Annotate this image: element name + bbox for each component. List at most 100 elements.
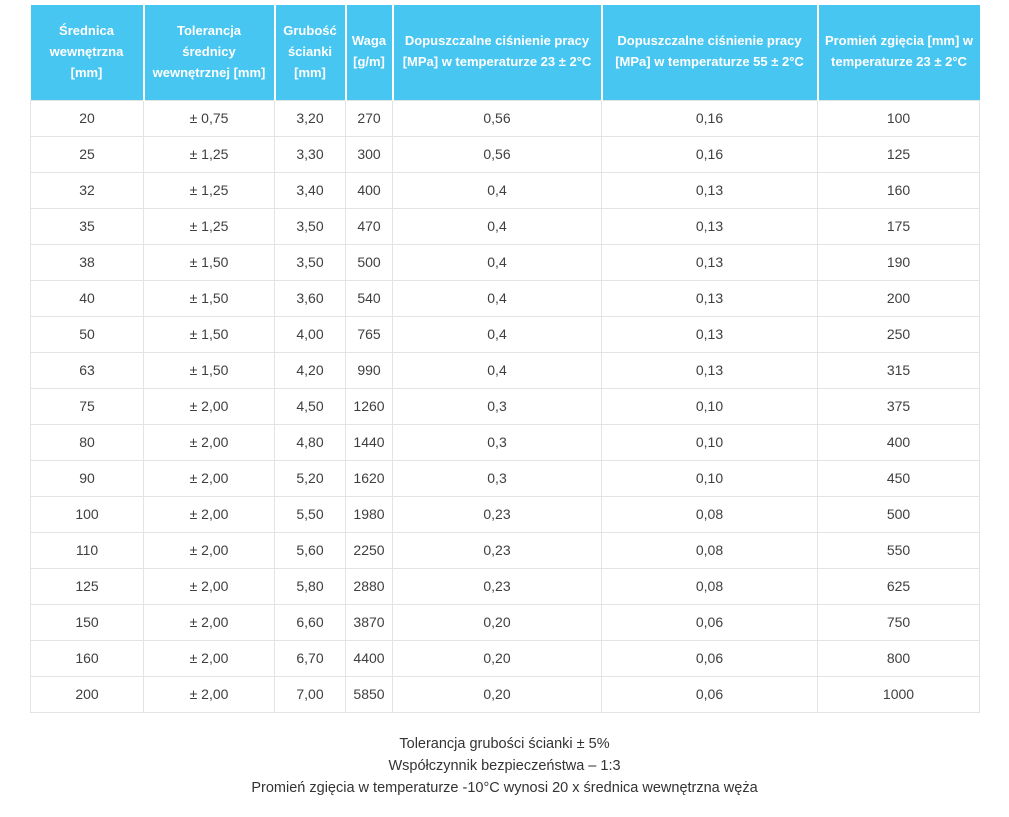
table-cell: 5,60	[274, 531, 346, 569]
table-cell: 5,80	[274, 567, 346, 605]
table-cell: 0,3	[392, 423, 602, 461]
table-cell: 0,10	[601, 423, 818, 461]
column-header-2: Grubość ścianki [mm]	[273, 5, 346, 100]
table-cell: ± 1,25	[143, 135, 275, 173]
table-cell: ± 2,00	[143, 675, 275, 713]
column-header-3: Waga [g/m]	[344, 5, 393, 100]
table-cell: 0,06	[601, 639, 818, 677]
table-cell: 38	[30, 243, 144, 281]
table-row: 20 ± 0,75 3,20 270 0,56 0,16 100	[30, 99, 980, 137]
table-cell: 0,20	[392, 603, 602, 641]
table-cell: 0,20	[392, 639, 602, 677]
table-cell: 0,4	[392, 315, 602, 353]
table-cell: ± 2,00	[143, 567, 275, 605]
table-cell: 0,56	[392, 99, 602, 137]
table-cell: ± 1,25	[143, 171, 275, 209]
table-cell: ± 0,75	[143, 99, 275, 137]
table-cell: 0,08	[601, 531, 818, 569]
table-cell: 35	[30, 207, 144, 245]
table-cell: 0,10	[601, 387, 818, 425]
table-cell: 4400	[345, 639, 393, 677]
table-cell: 0,10	[601, 459, 818, 497]
table-cell: 200	[817, 279, 980, 317]
table-cell: 200	[30, 675, 144, 713]
table-cell: 50	[30, 315, 144, 353]
table-row: 80 ± 2,00 4,80 1440 0,3 0,10 400	[30, 423, 980, 461]
table-cell: 3,50	[274, 243, 346, 281]
table-cell: 4,50	[274, 387, 346, 425]
table-cell: 0,4	[392, 171, 602, 209]
table-row: 125 ± 2,00 5,80 2880 0,23 0,08 625	[30, 567, 980, 605]
table-cell: 0,3	[392, 459, 602, 497]
table-cell: 32	[30, 171, 144, 209]
table-cell: ± 1,50	[143, 315, 275, 353]
table-row: 90 ± 2,00 5,20 1620 0,3 0,10 450	[30, 459, 980, 497]
table-cell: 190	[817, 243, 980, 281]
table-cell: 150	[30, 603, 144, 641]
table-cell: 0,4	[392, 243, 602, 281]
table-cell: 300	[345, 135, 393, 173]
table-row: 160 ± 2,00 6,70 4400 0,20 0,06 800	[30, 639, 980, 677]
table-header: Średnica wewnętrzna [mm] Tolerancja średn…	[30, 5, 980, 100]
table-cell: 2880	[345, 567, 393, 605]
table-cell: 4,20	[274, 351, 346, 389]
table-cell: 0,13	[601, 279, 818, 317]
table-cell: 160	[30, 639, 144, 677]
column-header-4: Dopuszczalne ciśnienie pracy [MPa] w tem…	[391, 5, 602, 100]
table-cell: 450	[817, 459, 980, 497]
column-header-1: Tolerancja średnicy wewnętrznej [mm]	[142, 5, 275, 100]
table-cell: 0,13	[601, 351, 818, 389]
table-cell: 1260	[345, 387, 393, 425]
table-cell: ± 2,00	[143, 423, 275, 461]
table-cell: 400	[817, 423, 980, 461]
table-cell: 0,4	[392, 351, 602, 389]
table-cell: 0,13	[601, 207, 818, 245]
table-cell: 0,16	[601, 99, 818, 137]
table-cell: 3,40	[274, 171, 346, 209]
table-cell: 1620	[345, 459, 393, 497]
table-cell: 550	[817, 531, 980, 569]
table-cell: 90	[30, 459, 144, 497]
table-row: 75 ± 2,00 4,50 1260 0,3 0,10 375	[30, 387, 980, 425]
hose-spec-table: Średnica wewnętrzna [mm] Tolerancja średn…	[30, 5, 980, 713]
header-row: Średnica wewnętrzna [mm] Tolerancja średn…	[30, 5, 980, 100]
table-cell: 750	[817, 603, 980, 641]
footnote-line: Tolerancja grubości ścianki ± 5%	[399, 735, 610, 752]
table-cell: 3,30	[274, 135, 346, 173]
table-row: 50 ± 1,50 4,00 765 0,4 0,13 250	[30, 315, 980, 353]
footnote-line: Promień zgięcia w temperaturze -10°C wyn…	[251, 779, 758, 796]
footnote-line: Współczynnik bezpieczeństwa – 1:3	[388, 757, 621, 774]
table-cell: 800	[817, 639, 980, 677]
table-cell: 6,70	[274, 639, 346, 677]
table-cell: 375	[817, 387, 980, 425]
table-cell: ± 2,00	[143, 639, 275, 677]
table-cell: 100	[30, 495, 144, 533]
table-cell: 250	[817, 315, 980, 353]
table-cell: 0,23	[392, 495, 602, 533]
table-cell: 0,13	[601, 315, 818, 353]
table-cell: 80	[30, 423, 144, 461]
table-cell: 500	[817, 495, 980, 533]
table-cell: 0,13	[601, 171, 818, 209]
table-cell: 540	[345, 279, 393, 317]
table-cell: ± 2,00	[143, 459, 275, 497]
table-cell: 0,16	[601, 135, 818, 173]
table-cell: 175	[817, 207, 980, 245]
table-cell: 6,60	[274, 603, 346, 641]
table-row: 40 ± 1,50 3,60 540 0,4 0,13 200	[30, 279, 980, 317]
table-cell: 0,3	[392, 387, 602, 425]
table-cell: 0,13	[601, 243, 818, 281]
table-cell: 4,80	[274, 423, 346, 461]
table-cell: 0,06	[601, 675, 818, 713]
table-cell: 4,00	[274, 315, 346, 353]
table-cell: ± 2,00	[143, 603, 275, 641]
table-cell: 765	[345, 315, 393, 353]
table-cell: ± 2,00	[143, 495, 275, 533]
table-cell: 0,4	[392, 207, 602, 245]
table-cell: 5,20	[274, 459, 346, 497]
table-cell: 1980	[345, 495, 393, 533]
table-row: 63 ± 1,50 4,20 990 0,4 0,13 315	[30, 351, 980, 389]
table-cell: 160	[817, 171, 980, 209]
table-cell: ± 1,50	[143, 279, 275, 317]
table-cell: 125	[817, 135, 980, 173]
